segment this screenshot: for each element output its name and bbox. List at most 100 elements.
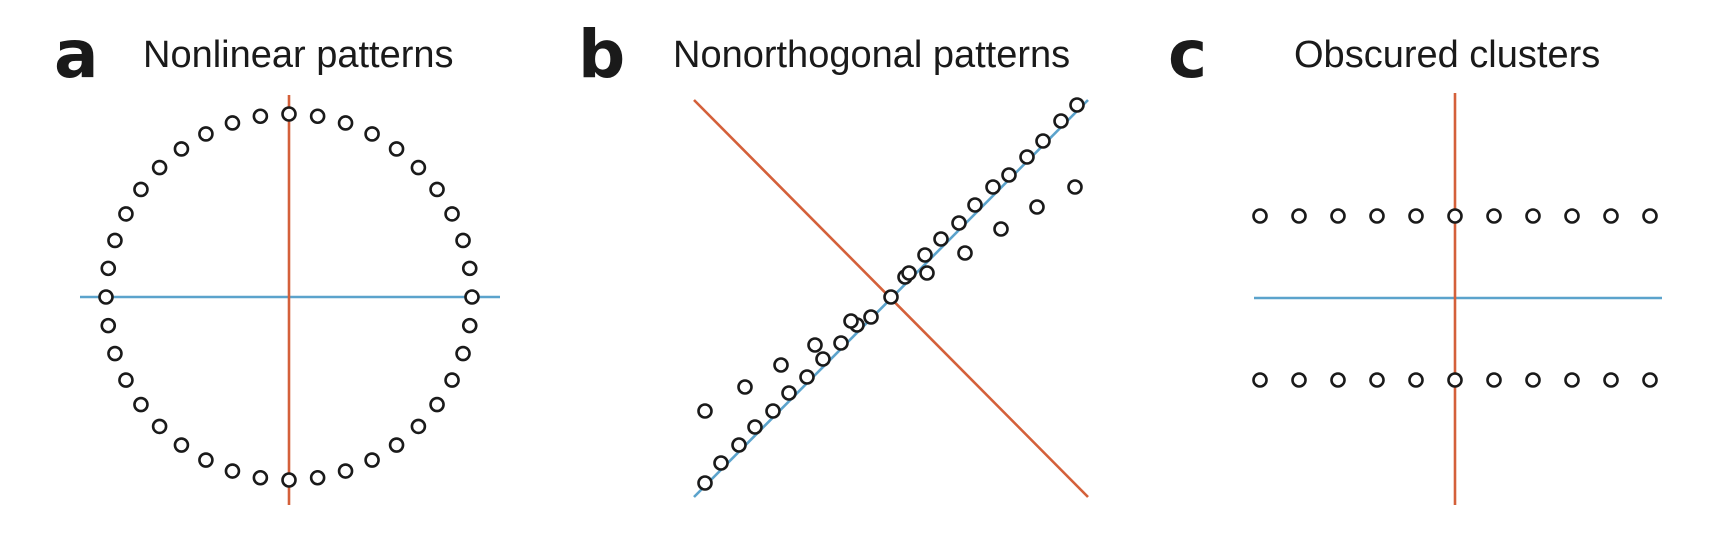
data-point [364, 126, 380, 142]
panel-b: b Nonorthogonal patterns [560, 0, 1120, 554]
data-point [1067, 179, 1083, 195]
data-point [919, 265, 935, 281]
data-point [252, 469, 269, 486]
data-point [388, 437, 405, 453]
panel-letter-a: a [54, 16, 99, 93]
data-point [98, 289, 114, 305]
data-point [883, 289, 899, 305]
panel-title-c: Obscured clusters [1294, 34, 1601, 76]
data-point [765, 403, 781, 419]
data-point [697, 403, 713, 419]
data-point [1019, 149, 1035, 165]
data-point [464, 289, 480, 305]
data-point [815, 351, 831, 367]
plot-c [1252, 93, 1662, 505]
data-point [1408, 372, 1424, 388]
data-point [833, 335, 849, 351]
data-point [1252, 372, 1268, 388]
data-point [461, 260, 478, 277]
data-point [107, 345, 123, 362]
panel-title-a: Nonlinear patterns [143, 34, 454, 76]
data-point [1564, 372, 1580, 388]
data-point [1369, 208, 1385, 224]
panel-title-b: Nonorthogonal patterns [673, 34, 1071, 76]
data-point [118, 372, 134, 388]
data-point [901, 265, 917, 281]
data-point [100, 260, 117, 277]
data-point [1564, 208, 1580, 224]
data-point [100, 317, 117, 334]
data-point [429, 396, 445, 413]
data-point [198, 452, 214, 468]
data-point [133, 181, 149, 198]
data-point [429, 181, 445, 198]
data-point [1408, 208, 1424, 224]
data-point [107, 232, 123, 249]
data-point [731, 437, 747, 453]
data-point [1291, 372, 1307, 388]
data-point [281, 106, 297, 122]
data-point [1486, 208, 1502, 224]
data-point [1603, 372, 1619, 388]
plot-b [693, 97, 1089, 498]
data-point [843, 313, 859, 329]
data-point [1369, 372, 1385, 388]
data-point [252, 108, 269, 125]
data-point [1291, 208, 1307, 224]
plot-a [80, 95, 500, 505]
data-point [309, 108, 326, 125]
data-point [410, 418, 427, 435]
data-point [713, 455, 729, 471]
panel-letter-c: c [1168, 16, 1208, 93]
panel-letter-b: b [578, 16, 626, 93]
data-point [967, 197, 983, 213]
data-point [455, 232, 471, 249]
data-point [337, 463, 354, 479]
data-point [781, 385, 797, 401]
data-point [799, 369, 815, 385]
data-point [747, 419, 763, 435]
data-point [410, 159, 427, 176]
panel-a: a Nonlinear patterns [0, 0, 520, 554]
data-point [151, 418, 168, 435]
data-point [1330, 208, 1346, 224]
data-point [224, 463, 241, 479]
data-point [173, 141, 190, 157]
data-point [281, 472, 297, 488]
data-point [807, 337, 823, 353]
data-point [173, 437, 190, 453]
data-point [1330, 372, 1346, 388]
panel-c: c Obscured clusters [1150, 0, 1732, 554]
data-point [985, 179, 1001, 195]
data-point [697, 475, 713, 491]
data-point [1447, 372, 1463, 388]
data-point [309, 469, 326, 486]
data-point [917, 247, 933, 263]
data-point [455, 345, 471, 362]
data-point [337, 115, 354, 131]
data-point [933, 231, 949, 247]
data-point [773, 357, 789, 373]
data-point [151, 159, 168, 176]
data-point [1001, 167, 1017, 183]
data-point [1053, 113, 1069, 129]
data-point [133, 396, 149, 413]
data-point [957, 245, 973, 261]
data-point [1447, 208, 1463, 224]
data-point [1642, 208, 1658, 224]
data-point [993, 221, 1009, 237]
data-point [1525, 208, 1541, 224]
data-point [364, 452, 380, 468]
data-point [444, 372, 460, 388]
data-point [224, 115, 241, 131]
data-point [461, 317, 478, 334]
data-point [1642, 372, 1658, 388]
data-point [1035, 133, 1051, 149]
data-point [388, 141, 405, 157]
data-point [1029, 199, 1045, 215]
data-point [198, 126, 214, 142]
data-point [1252, 208, 1268, 224]
data-point [863, 309, 879, 325]
data-point [118, 206, 134, 222]
data-point [1486, 372, 1502, 388]
